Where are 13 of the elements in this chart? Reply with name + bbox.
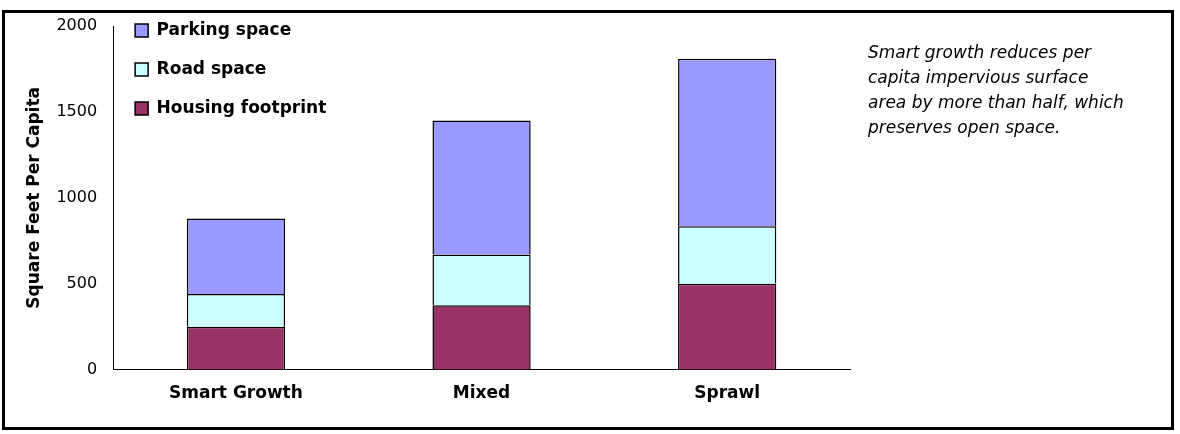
legend-label: Road space bbox=[156, 57, 267, 78]
x-tick-label: Mixed bbox=[452, 382, 511, 403]
y-tick-label: 1000 bbox=[56, 186, 98, 206]
legend-label: Housing footprint bbox=[156, 96, 327, 117]
y-tick-label: 500 bbox=[66, 272, 98, 292]
y-tick-label: 2000 bbox=[56, 15, 98, 35]
x-tick-label: Sprawl bbox=[694, 382, 761, 403]
y-tick-label: 0 bbox=[86, 358, 98, 378]
legend-label: Parking space bbox=[156, 18, 292, 39]
y-axis-title: Square Feet Per Capita bbox=[22, 86, 43, 309]
x-tick-label: Smart Growth bbox=[169, 382, 303, 403]
y-tick-label: 1500 bbox=[56, 101, 98, 121]
text: Smart growth reduces per capita impervious surface area by more than half, which preserves open space. bbox=[868, 41, 1125, 139]
